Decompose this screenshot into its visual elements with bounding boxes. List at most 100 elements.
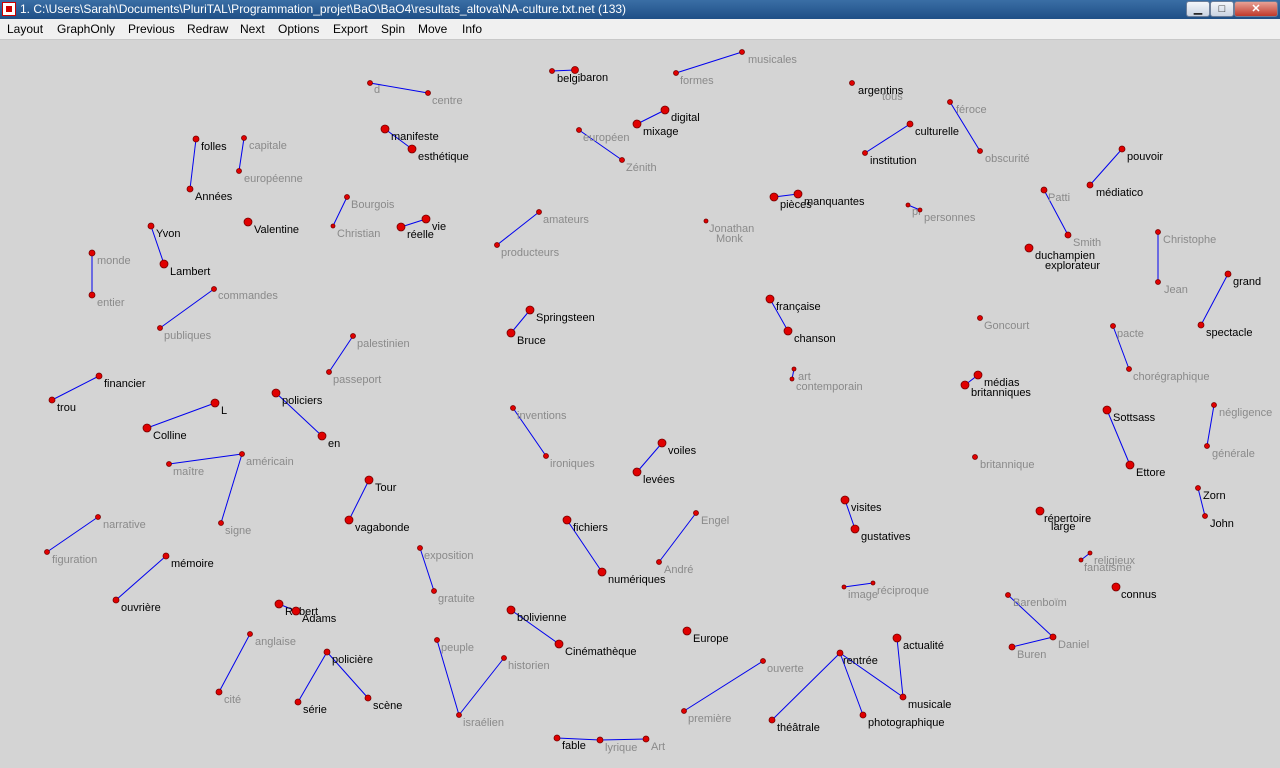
node-patti[interactable]: [1040, 186, 1048, 194]
menu-layout[interactable]: Layout: [7, 22, 44, 36]
node-duchampien[interactable]: [1024, 243, 1034, 253]
node-gratuite[interactable]: [431, 588, 437, 594]
menu-move[interactable]: Move: [418, 22, 448, 36]
node-britannique[interactable]: [972, 454, 978, 460]
node-bolivienne[interactable]: [506, 605, 516, 615]
node-christian[interactable]: [330, 223, 336, 229]
node-europeenne[interactable]: [236, 168, 242, 174]
node-cinematheque[interactable]: [554, 639, 564, 649]
node-rentree[interactable]: [836, 649, 844, 657]
node-europe[interactable]: [682, 626, 692, 636]
node-art_cap[interactable]: [642, 735, 650, 743]
node-pr[interactable]: [905, 202, 911, 208]
node-barenboim[interactable]: [1005, 592, 1011, 598]
node-yvon[interactable]: [147, 222, 155, 230]
node-signe[interactable]: [218, 520, 224, 526]
node-image[interactable]: [841, 584, 847, 590]
node-connus[interactable]: [1111, 582, 1121, 592]
node-smith[interactable]: [1064, 231, 1072, 239]
node-tour[interactable]: [364, 475, 374, 485]
node-policiers[interactable]: [271, 388, 281, 398]
node-ouvriere[interactable]: [112, 596, 120, 604]
node-lyrique[interactable]: [596, 736, 604, 744]
node-reelle[interactable]: [396, 222, 406, 232]
node-francaise[interactable]: [765, 294, 775, 304]
node-annees[interactable]: [186, 185, 194, 193]
node-art[interactable]: [791, 366, 797, 372]
node-ettore[interactable]: [1125, 460, 1135, 470]
node-vagabonde[interactable]: [344, 515, 354, 525]
node-ouverte[interactable]: [760, 658, 766, 664]
node-producteurs[interactable]: [494, 242, 500, 248]
network-graph[interactable]: d centre belgi baron formes musicales argentin…: [0, 40, 1280, 768]
node-visites[interactable]: [840, 495, 850, 505]
node-l[interactable]: [210, 398, 220, 408]
node-en[interactable]: [317, 431, 327, 441]
node-voiles[interactable]: [657, 438, 667, 448]
node-gustatives[interactable]: [850, 524, 860, 534]
node-personnes[interactable]: [917, 207, 923, 213]
node-bruce[interactable]: [506, 328, 516, 338]
node-grand[interactable]: [1224, 270, 1232, 278]
node-levees[interactable]: [632, 467, 642, 477]
node-adams[interactable]: [291, 606, 301, 616]
node-pouvoir[interactable]: [1118, 145, 1126, 153]
menu-spin[interactable]: Spin: [381, 22, 406, 36]
node-manquantes[interactable]: [793, 189, 803, 199]
node-culturelle[interactable]: [906, 120, 914, 128]
node-andre[interactable]: [656, 559, 662, 565]
node-publiques[interactable]: [157, 325, 163, 331]
node-belgi[interactable]: [549, 68, 555, 74]
node-capitale[interactable]: [241, 135, 247, 141]
node-historien[interactable]: [501, 655, 507, 661]
node-policiere[interactable]: [323, 648, 331, 656]
node-israelien[interactable]: [456, 712, 462, 718]
node-contemporain[interactable]: [789, 376, 795, 382]
node-palestinien[interactable]: [350, 333, 356, 339]
node-daniel[interactable]: [1049, 633, 1057, 641]
node-formes[interactable]: [673, 70, 679, 76]
node-buren[interactable]: [1008, 643, 1016, 651]
close-button[interactable]: ✕: [1234, 1, 1278, 17]
node-premiere[interactable]: [681, 708, 687, 714]
node-mediatico[interactable]: [1086, 181, 1094, 189]
node-monde[interactable]: [88, 249, 96, 257]
node-negligence[interactable]: [1211, 402, 1217, 408]
node-britanniques[interactable]: [960, 380, 970, 390]
node-religieux[interactable]: [1087, 550, 1093, 556]
node-narrative[interactable]: [95, 514, 101, 520]
menu-next[interactable]: Next: [240, 22, 265, 36]
node-photographique[interactable]: [859, 711, 867, 719]
node-jean[interactable]: [1155, 279, 1161, 285]
graph-canvas[interactable]: d centre belgi baron formes musicales argentin…: [0, 40, 1280, 768]
node-bourgois[interactable]: [344, 194, 350, 200]
node-manifeste[interactable]: [380, 124, 390, 134]
node-anglaise[interactable]: [247, 631, 253, 637]
node-fichiers[interactable]: [562, 515, 572, 525]
node-digital[interactable]: [660, 105, 670, 115]
menu-export[interactable]: Export: [333, 22, 368, 36]
node-folles[interactable]: [192, 135, 200, 143]
maximize-button[interactable]: □: [1210, 1, 1234, 17]
node-cite[interactable]: [215, 688, 223, 696]
node-vie[interactable]: [421, 214, 431, 224]
node-zenith[interactable]: [619, 157, 625, 163]
node-europeen[interactable]: [576, 127, 582, 133]
node-amateurs[interactable]: [536, 209, 542, 215]
node-d[interactable]: [367, 80, 373, 86]
node-reciproque[interactable]: [870, 580, 876, 586]
node-christophe[interactable]: [1155, 229, 1161, 235]
node-pieces[interactable]: [769, 192, 779, 202]
menu-redraw[interactable]: Redraw: [187, 22, 229, 36]
node-figuration[interactable]: [44, 549, 50, 555]
minimize-button[interactable]: ▁: [1186, 1, 1210, 17]
node-trou[interactable]: [48, 396, 56, 404]
node-centre[interactable]: [425, 90, 431, 96]
node-numeriques[interactable]: [597, 567, 607, 577]
menu-previous[interactable]: Previous: [128, 22, 175, 36]
node-americain[interactable]: [239, 451, 245, 457]
node-mixage[interactable]: [632, 119, 642, 129]
node-baron[interactable]: [571, 66, 579, 74]
node-medias[interactable]: [973, 370, 983, 380]
node-serie[interactable]: [294, 698, 302, 706]
